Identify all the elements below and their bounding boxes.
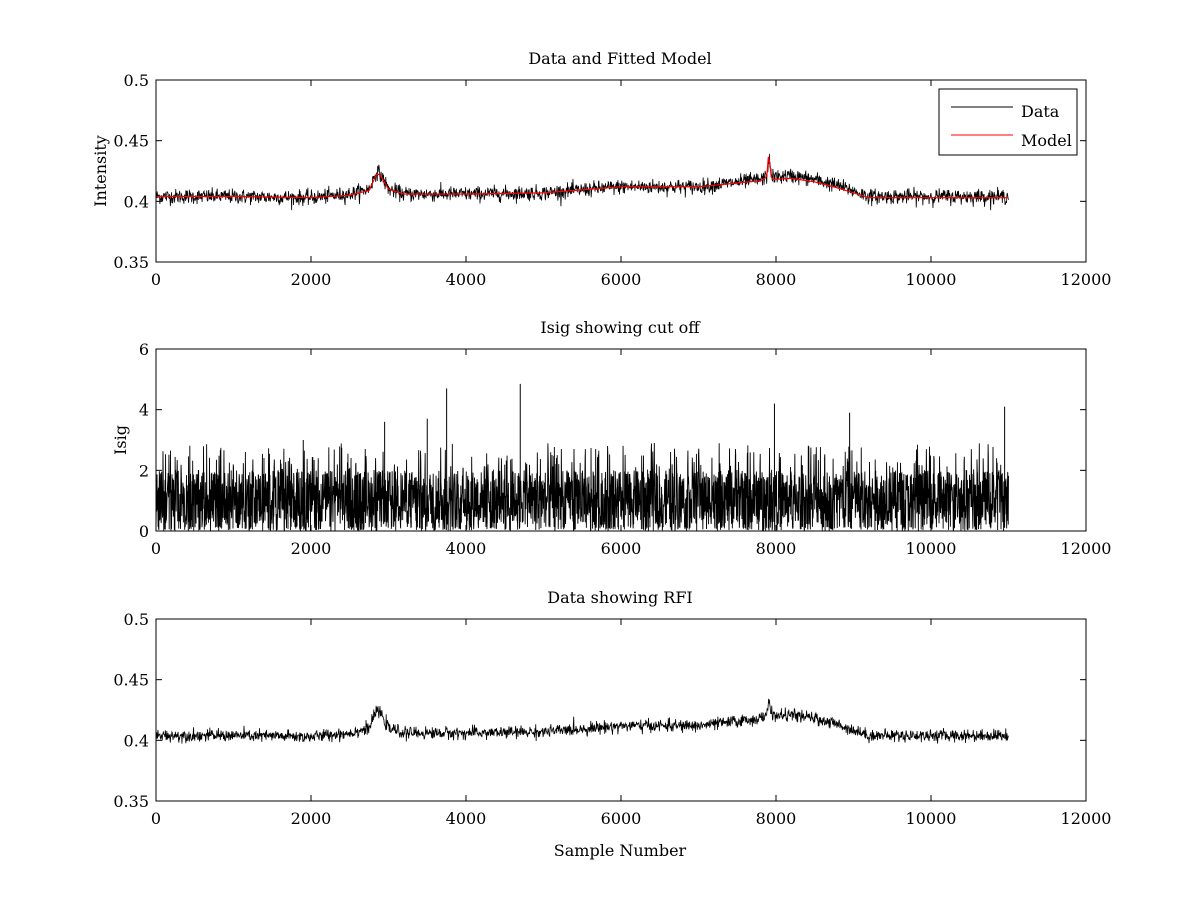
x-tick-label: 4000 (446, 270, 487, 289)
x-axis-label: Sample Number (554, 841, 687, 860)
panel-data-rfi: Data showing RFI Sample Number 0 2000 4000… (113, 588, 1111, 860)
plot-frame (155, 79, 1087, 263)
chart-title: Data and Fitted Model (528, 49, 711, 68)
y-tick-label: 0.35 (113, 253, 149, 272)
x-tick-label: 0 (151, 809, 161, 828)
legend-label-data: Data (1021, 102, 1060, 121)
x-tick-label: 6000 (601, 539, 642, 558)
y-tick-label: 0.4 (124, 731, 149, 750)
y-axis-label: Isig (111, 425, 130, 455)
y-tick-label: 0.5 (124, 610, 149, 629)
x-tick-label: 4000 (446, 539, 487, 558)
series-group (155, 383, 1009, 532)
x-tick-label: 10000 (906, 809, 957, 828)
y-tick-label: 0.4 (124, 192, 149, 211)
plot-frame (155, 618, 1087, 802)
y-tick-label: 6 (139, 340, 149, 359)
series-line-data (155, 153, 1009, 211)
y-tick-label: 0.5 (124, 71, 149, 90)
y-axis-label: Intensity (91, 135, 110, 207)
chart-title: Data showing RFI (547, 588, 692, 607)
series-group (155, 698, 1009, 744)
axis-ticks: 0 2000 4000 6000 8000 10000 12000 0.35 0.4 0.45 0.… (113, 610, 1111, 828)
x-tick-label: 8000 (756, 270, 797, 289)
series-line-isig (155, 443, 1009, 532)
x-tick-label: 12000 (1061, 539, 1112, 558)
chart-title: Isig showing cut off (540, 318, 701, 337)
x-tick-label: 2000 (291, 539, 332, 558)
y-tick-label: 2 (139, 461, 149, 480)
x-tick-label: 6000 (601, 809, 642, 828)
panel-data-fitted-model: Data and Fitted Model Intensity 0 2000 400… (91, 49, 1111, 289)
x-tick-label: 4000 (446, 809, 487, 828)
x-tick-label: 2000 (291, 809, 332, 828)
x-tick-label: 8000 (756, 539, 797, 558)
x-tick-label: 10000 (906, 539, 957, 558)
y-tick-label: 0.35 (113, 792, 149, 811)
series-group (155, 153, 1009, 211)
series-line-data (155, 698, 1009, 744)
series-line-model (156, 156, 1009, 199)
legend-label-model: Model (1021, 131, 1072, 150)
x-tick-label: 10000 (906, 270, 957, 289)
y-tick-label: 0 (139, 522, 149, 541)
x-tick-label: 2000 (291, 270, 332, 289)
plot-frame (155, 348, 1087, 532)
x-tick-label: 0 (151, 270, 161, 289)
panel-isig-cutoff: Isig showing cut off Isig 0 2000 4000 6000 8… (111, 318, 1111, 558)
x-tick-label: 6000 (601, 270, 642, 289)
axis-ticks: 0 2000 4000 6000 8000 10000 12000 0 2 4 6 (139, 340, 1112, 558)
legend-box (938, 88, 1078, 156)
x-tick-label: 12000 (1061, 270, 1112, 289)
x-tick-label: 8000 (756, 809, 797, 828)
legend: Data Model (938, 88, 1078, 156)
y-tick-label: 0.45 (113, 671, 149, 690)
y-tick-label: 0.45 (113, 132, 149, 151)
axis-ticks: 0 2000 4000 6000 8000 10000 12000 0.35 0.4 0.45 0.… (113, 71, 1111, 289)
x-tick-label: 0 (151, 539, 161, 558)
x-tick-label: 12000 (1061, 809, 1112, 828)
y-tick-label: 4 (139, 401, 149, 420)
